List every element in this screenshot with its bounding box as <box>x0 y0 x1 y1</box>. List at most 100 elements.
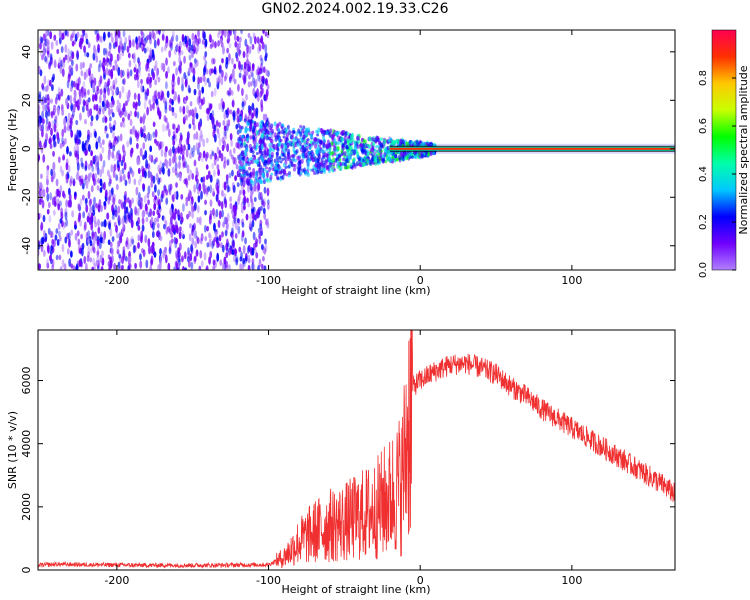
noise-blob <box>146 106 150 116</box>
noise-blob <box>141 224 145 232</box>
noise-blob <box>118 30 121 40</box>
noise-blob <box>180 49 184 56</box>
transition-blob <box>317 170 321 174</box>
noise-blob <box>190 44 194 51</box>
noise-blob <box>132 52 136 60</box>
transition-blob <box>349 145 353 151</box>
noise-blob <box>96 185 100 191</box>
noise-blob <box>247 264 251 270</box>
noise-blob <box>255 252 259 259</box>
noise-blob <box>191 239 195 245</box>
noise-blob <box>202 180 206 189</box>
transition-blob <box>279 170 283 175</box>
noise-blob <box>104 189 108 198</box>
noise-blob <box>121 78 125 85</box>
noise-blob <box>114 64 117 71</box>
noise-blob <box>259 90 263 98</box>
noise-blob <box>143 101 147 110</box>
noise-blob <box>51 76 55 83</box>
noise-blob <box>57 203 61 211</box>
noise-blob <box>131 170 135 178</box>
noise-blob <box>115 183 119 191</box>
noise-blob <box>253 36 257 45</box>
noise-blob <box>184 79 188 88</box>
noise-blob <box>151 103 155 110</box>
noise-blob <box>93 196 96 205</box>
noise-blob <box>193 256 197 265</box>
noise-blob <box>164 117 168 124</box>
noise-blob <box>78 259 82 268</box>
noise-blob <box>204 50 208 58</box>
noise-blob <box>187 143 191 151</box>
noise-blob <box>82 211 86 219</box>
noise-blob <box>128 199 132 209</box>
noise-blob <box>45 117 49 125</box>
noise-blob <box>106 57 110 63</box>
transition-blob <box>261 167 265 173</box>
noise-blob <box>249 81 253 87</box>
noise-blob <box>80 157 83 163</box>
noise-blob <box>185 95 189 101</box>
transition-blob <box>349 162 353 168</box>
noise-blob <box>41 118 45 125</box>
noise-blob <box>85 204 89 213</box>
noise-blob <box>212 208 215 216</box>
noise-blob <box>247 185 250 193</box>
noise-blob <box>217 40 220 47</box>
transition-blob <box>264 146 268 151</box>
noise-blob <box>61 68 65 77</box>
y-tick-label: 4000 <box>20 430 33 458</box>
noise-blob <box>253 107 256 117</box>
noise-blob <box>71 210 74 218</box>
noise-blob <box>120 121 123 128</box>
noise-blob <box>172 155 175 164</box>
noise-blob <box>96 245 100 251</box>
noise-blob <box>147 245 151 255</box>
noise-blob <box>121 264 124 270</box>
transition-blob <box>308 146 312 151</box>
noise-blob <box>232 184 236 193</box>
noise-blob <box>168 39 172 48</box>
noise-blob <box>58 57 62 67</box>
noise-blob <box>112 131 115 140</box>
noise-blob <box>41 54 44 61</box>
noise-blob <box>51 84 54 92</box>
noise-blob <box>40 221 44 231</box>
noise-blob <box>223 30 227 38</box>
noise-blob <box>89 257 93 263</box>
noise-blob <box>87 251 91 258</box>
noise-blob <box>62 190 65 198</box>
noise-blob <box>63 124 67 134</box>
noise-blob <box>45 110 48 119</box>
noise-blob <box>227 32 230 40</box>
noise-blob <box>117 267 120 270</box>
transition-blob <box>350 132 354 139</box>
noise-blob <box>197 76 201 85</box>
transition-blob <box>314 167 318 172</box>
noise-blob <box>192 144 196 153</box>
noise-blob <box>259 37 263 44</box>
noise-blob <box>102 64 106 72</box>
transition-blob <box>251 154 255 158</box>
noise-blob <box>205 187 209 195</box>
noise-blob <box>222 101 225 110</box>
noise-blob <box>69 118 73 125</box>
noise-blob <box>171 106 175 113</box>
x-tick-label: 100 <box>561 574 582 587</box>
noise-blob <box>83 255 87 264</box>
transition-blob <box>346 148 350 153</box>
transition-blob <box>309 140 313 145</box>
noise-blob <box>84 174 88 181</box>
noise-blob <box>129 118 133 127</box>
noise-blob <box>89 76 92 84</box>
transition-blob <box>236 129 240 135</box>
noise-blob <box>128 263 132 270</box>
noise-blob <box>122 102 126 112</box>
noise-blob <box>158 259 162 269</box>
noise-blob <box>128 39 132 49</box>
noise-blob <box>260 230 263 237</box>
noise-blob <box>218 210 222 220</box>
noise-blob <box>264 55 268 62</box>
noise-blob <box>196 216 200 224</box>
